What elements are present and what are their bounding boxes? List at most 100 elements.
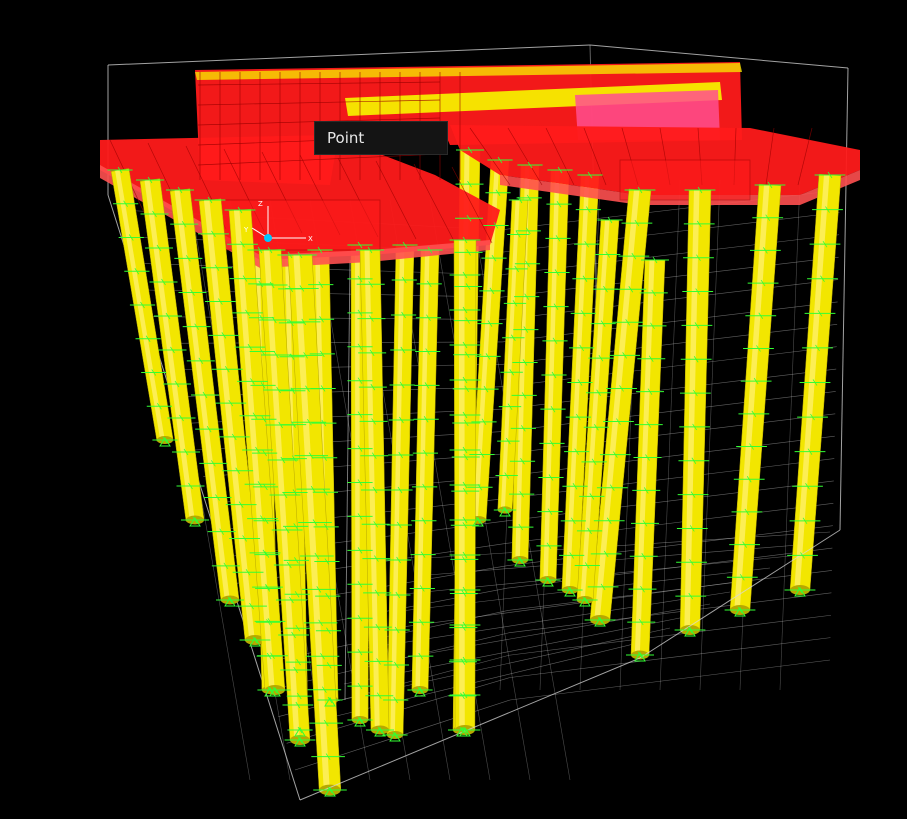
support-marker <box>221 332 227 339</box>
support-marker <box>228 399 234 407</box>
support-marker <box>584 240 589 248</box>
support-marker <box>603 285 608 293</box>
support-marker <box>394 661 399 669</box>
support-marker <box>598 354 604 362</box>
support-marker <box>569 552 574 559</box>
support-marker <box>247 343 253 351</box>
pile-caps[interactable] <box>100 62 860 268</box>
base-support-marker <box>354 717 366 727</box>
support-marker <box>396 521 402 529</box>
support-marker <box>637 651 643 659</box>
support-marker <box>123 200 128 207</box>
support-marker <box>357 343 363 351</box>
support-marker <box>820 275 825 282</box>
support-marker <box>605 251 611 258</box>
grid-line <box>639 529 841 659</box>
support-marker <box>524 293 529 300</box>
support-marker <box>238 501 244 508</box>
support-marker <box>307 418 312 426</box>
support-marker <box>245 309 250 317</box>
support-marker <box>609 484 615 491</box>
support-marker <box>516 231 521 238</box>
support-marker <box>224 366 230 373</box>
cap-mesh <box>797 127 813 186</box>
support-marker <box>523 326 529 333</box>
support-marker <box>512 300 518 307</box>
support-marker <box>518 523 524 531</box>
support-marker <box>368 281 374 288</box>
support-marker <box>297 251 303 259</box>
support-marker <box>320 653 325 660</box>
support-marker <box>325 753 331 760</box>
support-marker <box>464 351 470 358</box>
top-beam-edge <box>195 63 742 80</box>
support-marker <box>207 196 213 204</box>
support-marker <box>557 166 563 174</box>
grid-line <box>344 259 351 701</box>
support-marker <box>235 467 241 474</box>
support-marker <box>746 476 752 483</box>
support-marker <box>134 268 140 275</box>
support-marker <box>211 460 216 467</box>
support-marker <box>461 590 467 597</box>
pile-highlight <box>580 219 610 600</box>
support-marker <box>323 523 329 531</box>
support-marker <box>318 619 323 627</box>
support-marker <box>231 433 237 441</box>
support-marker <box>815 344 820 352</box>
axis-y-label: Y <box>243 226 249 234</box>
support-marker <box>357 716 363 724</box>
base-support-marker <box>324 787 336 797</box>
support-marker <box>756 345 761 352</box>
support-marker <box>170 346 175 354</box>
support-marker <box>161 278 166 286</box>
support-marker <box>805 483 810 490</box>
support-marker <box>479 451 485 458</box>
support-marker <box>651 289 657 297</box>
support-marker <box>586 206 591 213</box>
support-marker <box>462 621 468 629</box>
support-marker <box>263 483 268 491</box>
support-marker <box>326 662 332 669</box>
support-marker <box>552 337 558 345</box>
support-marker <box>594 424 599 431</box>
support-marker <box>522 359 528 366</box>
support-marker <box>487 320 493 327</box>
support-marker <box>293 666 299 674</box>
support-marker <box>206 425 212 433</box>
support-marker <box>377 726 383 734</box>
support-marker <box>600 320 606 327</box>
pile-highlight <box>500 199 520 510</box>
support-marker <box>641 553 647 560</box>
support-marker <box>587 527 592 535</box>
support-marker <box>397 486 403 494</box>
support-marker <box>462 522 468 529</box>
support-marker <box>250 378 255 385</box>
base-support-marker <box>564 587 576 597</box>
support-marker <box>294 557 299 564</box>
support-marker <box>198 357 204 365</box>
support-marker <box>291 455 297 462</box>
support-markers <box>107 146 846 797</box>
support-marker <box>589 493 595 500</box>
support-marker <box>327 696 333 704</box>
support-marker <box>597 616 603 624</box>
grid-line <box>161 341 503 344</box>
base-support-marker <box>499 507 511 517</box>
support-marker <box>462 516 468 524</box>
support-marker <box>260 382 266 389</box>
support-marker <box>321 419 327 427</box>
support-marker <box>190 289 195 296</box>
grid-line <box>299 657 641 801</box>
base-support-marker <box>324 697 336 707</box>
support-marker <box>271 316 277 324</box>
support-marker <box>817 310 823 317</box>
support-marker <box>549 440 555 447</box>
base-support-marker <box>294 737 306 747</box>
support-marker <box>825 206 830 213</box>
support-marker <box>507 403 513 410</box>
support-marker <box>375 623 381 631</box>
support-marker <box>689 525 695 532</box>
